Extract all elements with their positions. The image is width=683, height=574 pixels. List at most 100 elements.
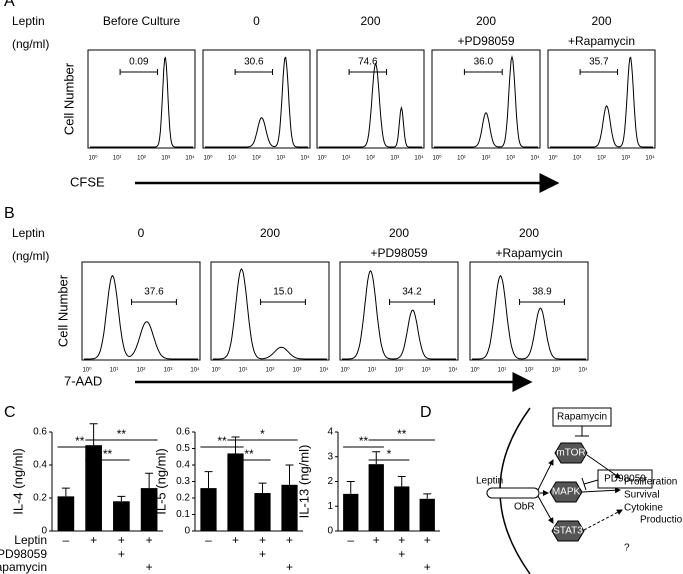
y-tick-label: 0.2 <box>176 493 190 504</box>
histogram-curve <box>472 274 586 360</box>
x-tick-label: 10⁰ <box>470 367 480 374</box>
treatment-sign: + <box>146 560 153 574</box>
inhibition-bar <box>581 477 587 491</box>
x-tick-label: 10⁰ <box>203 155 213 162</box>
gate-value: 35.7 <box>589 57 609 68</box>
y-tick-label: 0.5 <box>176 443 190 454</box>
histogram-curve <box>342 269 456 360</box>
error-bar <box>145 472 154 489</box>
treatment-sign: + <box>232 533 239 547</box>
bar <box>57 496 75 531</box>
row-label: Leptin <box>12 226 45 240</box>
y-tick-label: 3 <box>327 451 333 462</box>
y-tick-label: 4 <box>327 427 333 438</box>
bar <box>254 493 271 531</box>
significance-label: ** <box>359 434 369 448</box>
significance-label: ** <box>397 427 407 441</box>
error-bar <box>397 476 406 487</box>
x-tick-label: 10¹ <box>573 156 582 162</box>
panel-d-text: D Rapamycin PD98059 Leptin ObR mTOR MAPK… <box>420 404 683 553</box>
treatment-sign: + <box>259 533 266 547</box>
gate-value: 38.9 <box>532 287 552 298</box>
condition-label: 0 <box>138 226 145 240</box>
kinase-hexagon <box>554 442 588 464</box>
error-bar <box>117 495 126 502</box>
x-axis-label: CFSE <box>70 174 105 189</box>
histogram-curve <box>319 62 422 148</box>
panel-label: C <box>4 404 16 421</box>
condition-label: +PD98059 <box>370 246 427 260</box>
histogram-frame <box>202 49 311 149</box>
row-label: (ng/ml) <box>12 249 49 263</box>
treatment-sign: – <box>205 533 212 547</box>
histogram-frame <box>87 49 196 149</box>
arrow <box>583 509 623 531</box>
x-tick-label: 10³ <box>390 156 399 162</box>
kinase-hexagon <box>551 520 585 542</box>
x-tick-label: 10¹ <box>342 156 351 162</box>
row-label: Leptin <box>12 14 45 28</box>
significance-label: ** <box>217 434 227 448</box>
treatment-sign: – <box>63 533 70 547</box>
y-tick-label: 1 <box>327 501 333 512</box>
y-axis-label: Cell Number <box>61 62 76 135</box>
bar <box>227 453 244 531</box>
x-tick-label: 10⁴ <box>645 155 655 162</box>
treatment-sign: + <box>118 533 125 547</box>
condition-label: +PD98059 <box>457 34 514 48</box>
bar <box>343 493 359 531</box>
treatment-sign: + <box>118 547 125 561</box>
gate-value: 37.6 <box>144 287 164 298</box>
treatment-sign: + <box>286 560 293 574</box>
x-tick-label: 10¹ <box>239 368 248 374</box>
x-tick-label: 10³ <box>293 368 302 374</box>
significance-label: * <box>260 427 265 441</box>
bar <box>394 486 410 531</box>
x-tick-label: 10¹ <box>228 156 237 162</box>
histogram-frame <box>339 261 459 361</box>
gate-value: 15.0 <box>273 287 293 298</box>
significance-label: ** <box>75 434 85 448</box>
gate <box>579 69 619 75</box>
arrow <box>537 495 554 524</box>
gate-value: 30.6 <box>244 57 264 68</box>
histogram-frame <box>316 49 425 149</box>
receptor: ObR <box>514 502 535 513</box>
error-bar <box>61 487 70 497</box>
error-bar <box>372 451 381 465</box>
gate <box>119 69 159 75</box>
histogram-curve <box>84 274 198 360</box>
treatment-sign: + <box>259 547 266 561</box>
treatment-sign: + <box>286 533 293 547</box>
condition-label: 200 <box>360 14 380 28</box>
condition-label: 200 <box>260 226 280 240</box>
x-tick-label: 10³ <box>621 156 630 162</box>
inhibition <box>583 479 599 485</box>
panel-label: B <box>4 205 15 222</box>
treatment-sign: + <box>90 533 97 547</box>
bar <box>281 484 298 531</box>
bar <box>368 464 384 531</box>
y-axis-label: Cell Number <box>55 274 70 347</box>
condition-label: 200 <box>591 14 611 28</box>
histogram-frame <box>469 261 589 361</box>
bar <box>140 488 158 531</box>
x-tick-label: 10¹ <box>498 368 507 374</box>
histogram-frame <box>547 49 656 149</box>
x-axis-label: 7-AAD <box>64 373 102 388</box>
x-tick-label: 10³ <box>506 156 515 162</box>
y-tick-label: 0.6 <box>33 427 47 438</box>
bar <box>419 498 435 531</box>
y-axis-label: IL-4 (ng/ml) <box>10 448 25 514</box>
gate <box>131 299 177 305</box>
x-tick-label: 10³ <box>161 156 170 162</box>
treatment-sign: + <box>373 533 380 547</box>
panel-label: A <box>4 0 15 10</box>
significance-label: * <box>387 447 392 461</box>
condition-label: 0 <box>253 14 260 28</box>
inhibitor: Rapamycin <box>557 412 607 423</box>
y-tick-label: 0.4 <box>33 460 47 471</box>
x-tick-label: 10² <box>266 368 275 374</box>
x-tick-label: 10³ <box>422 368 431 374</box>
